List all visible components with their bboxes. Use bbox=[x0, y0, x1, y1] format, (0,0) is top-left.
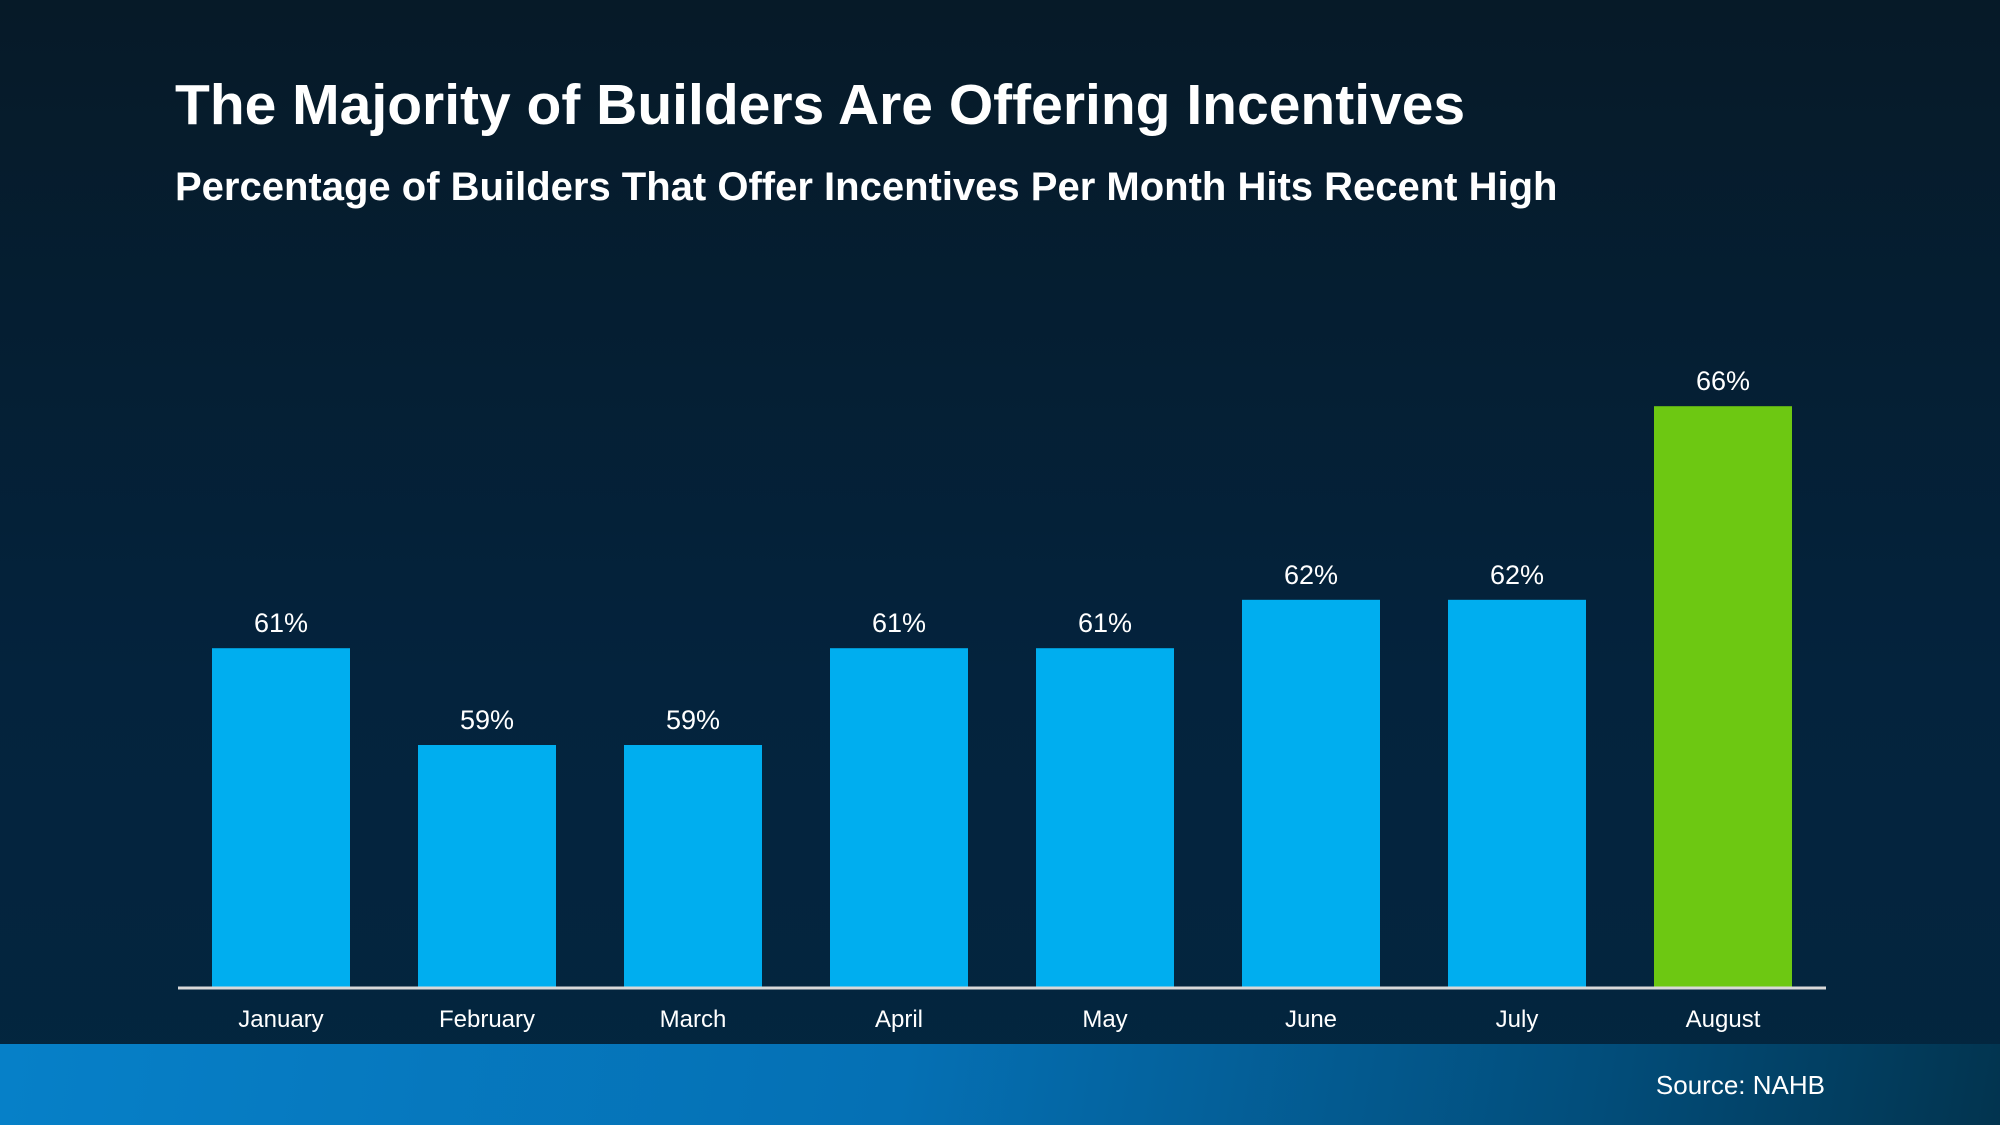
bar-february bbox=[418, 745, 556, 987]
bar-may bbox=[1036, 648, 1174, 987]
bar-april bbox=[830, 648, 968, 987]
x-tick-label: June bbox=[1285, 1006, 1337, 1033]
data-label: 59% bbox=[460, 705, 514, 735]
data-label: 66% bbox=[1696, 366, 1750, 396]
data-label: 62% bbox=[1284, 560, 1338, 590]
x-tick-label: March bbox=[660, 1006, 727, 1033]
data-label: 61% bbox=[872, 608, 926, 638]
bar-july bbox=[1448, 599, 1586, 987]
data-label: 62% bbox=[1490, 560, 1544, 590]
data-label: 61% bbox=[1078, 608, 1132, 638]
x-tick-label: July bbox=[1496, 1006, 1539, 1033]
x-tick-label: May bbox=[1082, 1006, 1127, 1033]
x-tick-label: April bbox=[875, 1006, 923, 1033]
bar-january bbox=[212, 648, 350, 987]
x-tick-label: February bbox=[439, 1006, 535, 1033]
source-text: Source: NAHB bbox=[1655, 1070, 1825, 1100]
chart-title: The Majority of Builders Are Offering In… bbox=[175, 73, 1466, 137]
x-tick-label: August bbox=[1686, 1006, 1761, 1033]
chart-subtitle: Percentage of Builders That Offer Incent… bbox=[175, 165, 1558, 209]
bar-august bbox=[1654, 406, 1792, 987]
footer-band: Source: NAHB bbox=[0, 1044, 2000, 1125]
data-label: 61% bbox=[254, 608, 308, 638]
x-tick-label: January bbox=[238, 1006, 323, 1033]
bar-june bbox=[1242, 599, 1380, 987]
data-label: 59% bbox=[666, 705, 720, 735]
bar-march bbox=[624, 745, 762, 987]
